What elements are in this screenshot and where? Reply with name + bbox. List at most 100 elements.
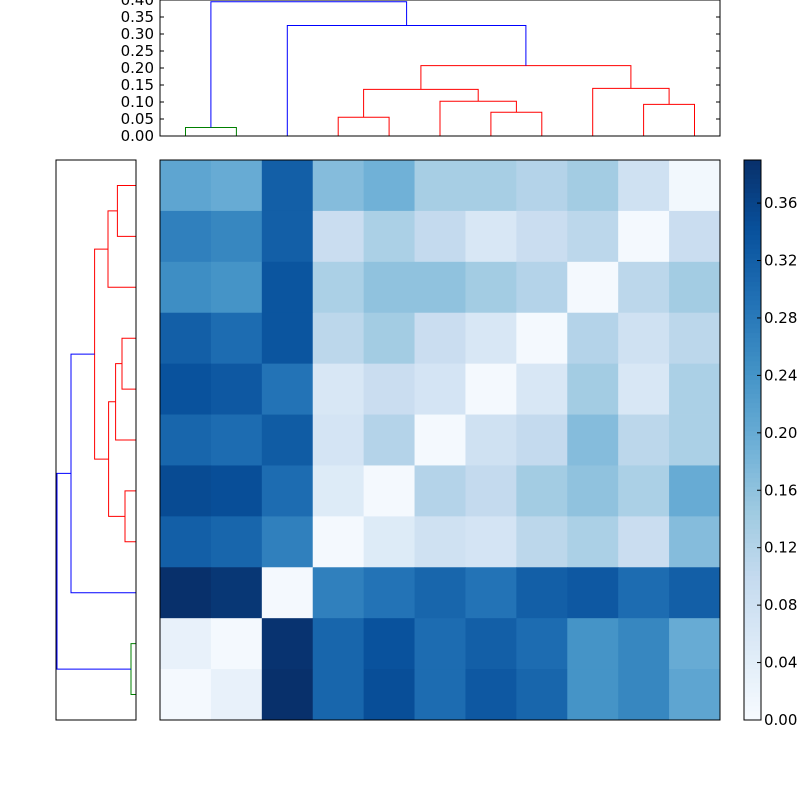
heatmap-cell (312, 669, 365, 721)
heatmap-cell (312, 261, 365, 314)
dendrogram-link (490, 111, 543, 136)
heatmap-cell (669, 261, 721, 314)
colorbar-segment (744, 603, 761, 609)
colorbar-segment (744, 631, 761, 637)
colorbar-segment (744, 664, 761, 670)
heatmap-cell (669, 618, 721, 670)
dendrogram-link (439, 100, 517, 136)
top-dendrogram-tick-label: 0.20 (121, 59, 154, 77)
colorbar-segment (744, 617, 761, 623)
heatmap-cell (516, 261, 568, 314)
colorbar-segment (744, 538, 761, 544)
colorbar-tick-label: 0.24 (764, 366, 797, 384)
top-dendrogram-tick-label: 0.35 (121, 8, 154, 26)
heatmap-cell (261, 261, 314, 314)
colorbar-segment (744, 309, 761, 315)
colorbar-segment (744, 668, 761, 674)
heatmap-cell (363, 210, 415, 263)
heatmap-cell (414, 669, 466, 721)
colorbar-segment (744, 365, 761, 371)
heatmap-cell (669, 363, 721, 415)
heatmap-cell (516, 160, 568, 212)
heatmap-cell (414, 160, 466, 212)
heatmap-cell (261, 312, 314, 365)
colorbar-segment (744, 454, 761, 460)
colorbar-segment (744, 528, 761, 534)
heatmap-cell (669, 312, 721, 365)
colorbar-segment (744, 701, 761, 707)
colorbar-segment (744, 248, 761, 254)
colorbar-segment (744, 626, 761, 632)
heatmap-cell (516, 669, 568, 721)
heatmap-cell (261, 363, 314, 415)
colorbar-segment (744, 351, 761, 357)
colorbar-segment (744, 659, 761, 665)
heatmap-cell (516, 210, 568, 263)
heatmap-cell (567, 160, 619, 212)
heatmap-cell (465, 210, 517, 263)
heatmap-cell (414, 465, 466, 517)
heatmap-cell (516, 312, 568, 365)
colorbar-segment (744, 356, 761, 362)
heatmap-cell (465, 261, 517, 314)
heatmap-cell (363, 567, 415, 619)
colorbar-segment (744, 267, 761, 273)
heatmap-cell (312, 160, 365, 212)
heatmap-cell (618, 618, 670, 670)
dendrogram-link (70, 353, 136, 594)
top-dendrogram-tick-label: 0.25 (121, 42, 154, 60)
dendrogram-link (185, 127, 237, 136)
colorbar-frame (743, 159, 762, 721)
colorbar-segment (744, 575, 761, 581)
heatmap-cell (465, 567, 517, 619)
colorbar-segment (744, 608, 761, 614)
colorbar-tick-label: 0.00 (764, 711, 797, 729)
colorbar-segment (744, 715, 761, 721)
heatmap-cell (312, 363, 365, 415)
colorbar-gradient (744, 160, 761, 721)
colorbar-segment (744, 393, 761, 399)
colorbar-segment (744, 440, 761, 446)
top-dendrogram-tick-label: 0.30 (121, 25, 154, 43)
heatmap-cell (210, 567, 263, 619)
dendrogram-link (420, 65, 632, 90)
heatmap-cell (465, 516, 517, 568)
heatmap-cell (261, 160, 314, 212)
colorbar-segment (744, 458, 761, 464)
heatmap-cell (210, 363, 263, 415)
heatmap-cell (160, 618, 212, 670)
heatmap-cell (618, 363, 670, 415)
colorbar-segment (744, 444, 761, 450)
colorbar-segment (744, 239, 761, 245)
colorbar-segment (744, 598, 761, 604)
colorbar-segment (744, 342, 761, 348)
colorbar-segment (744, 346, 761, 352)
colorbar-segment (744, 692, 761, 698)
colorbar-segment (744, 584, 761, 590)
heatmap-cell (669, 160, 721, 212)
colorbar-segment (744, 650, 761, 656)
heatmap-cell (210, 312, 263, 365)
heatmap-cell (414, 618, 466, 670)
colorbar-segment (744, 580, 761, 586)
dendrogram-link (130, 643, 136, 695)
heatmap-cell (414, 210, 466, 263)
colorbar-segment (744, 589, 761, 595)
heatmap-cell (160, 210, 212, 263)
heatmap-cell (516, 618, 568, 670)
heatmap-cell (160, 414, 212, 466)
heatmap-cell (160, 363, 212, 415)
heatmap-cell (669, 669, 721, 721)
colorbar-segment (744, 314, 761, 320)
heatmap-cell (312, 516, 365, 568)
heatmap-cell (567, 618, 619, 670)
top-dendrogram-tick-label: 0.10 (121, 93, 154, 111)
colorbar-segment (744, 225, 761, 231)
heatmap-cell (363, 312, 415, 365)
heatmap-cells (160, 160, 721, 721)
colorbar-segment (744, 477, 761, 483)
heatmap-cell (516, 414, 568, 466)
colorbar-segment (744, 435, 761, 441)
colorbar-segment (744, 178, 761, 184)
heatmap-cell (210, 261, 263, 314)
